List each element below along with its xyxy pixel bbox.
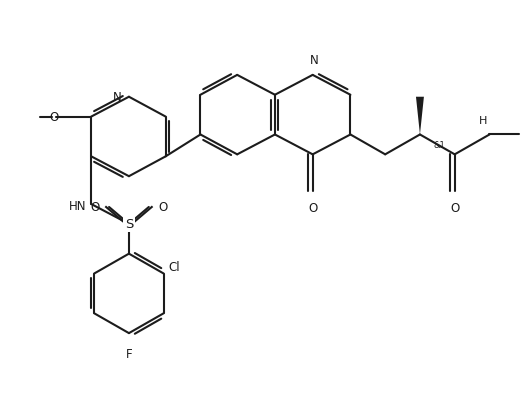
Text: O: O — [159, 201, 168, 214]
Text: F: F — [126, 347, 132, 360]
Text: S: S — [125, 218, 133, 231]
Text: O: O — [90, 201, 99, 214]
Text: O: O — [49, 111, 58, 124]
Text: N: N — [113, 91, 122, 104]
Text: HN: HN — [68, 200, 86, 213]
Text: H: H — [479, 115, 487, 125]
Text: Cl: Cl — [169, 261, 181, 273]
Text: O: O — [450, 202, 459, 214]
Polygon shape — [416, 97, 424, 135]
Text: O: O — [308, 202, 318, 214]
Text: N: N — [310, 54, 319, 67]
Text: &1: &1 — [434, 141, 446, 150]
